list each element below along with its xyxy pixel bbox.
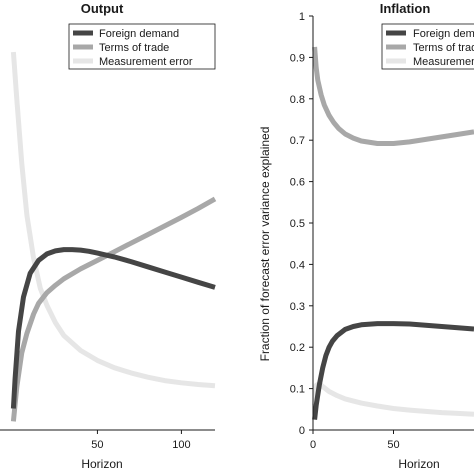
inflation-line-terms-of-trade <box>312 46 474 146</box>
inflation-legend: Foreign demand Terms of trade Measurement … <box>381 23 474 70</box>
inflation-panel-title: Inflation <box>380 1 431 16</box>
inflation-legend-label: Terms of trade <box>413 42 474 54</box>
output-legend-box <box>68 23 216 70</box>
output-panel-title: Output <box>81 1 124 16</box>
output-series-group <box>10 51 217 422</box>
output-legend-label: Foreign demand <box>99 28 179 40</box>
inflation-y-tick-label: 0 <box>299 425 305 437</box>
inflation-y-tick-label: 1 <box>299 11 305 23</box>
inflation-y-tick-label: 0.5 <box>290 218 305 230</box>
output-legend-label: Measurement error <box>99 56 193 68</box>
output-line-measurement-error <box>10 51 216 389</box>
inflation-series-group <box>312 46 474 420</box>
inflation-y-tick-label: 0.9 <box>290 52 305 64</box>
inflation-x-axis-label: Horizon <box>398 457 439 471</box>
inflation-panel: Inflation 00.10.20.30.40.50.60.70.80.91 … <box>258 1 474 471</box>
inflation-x-ticks: 0 50 <box>310 430 400 451</box>
inflation-x-tick-label: 0 <box>310 439 316 451</box>
inflation-y-ticks: 0 0.1 0.2 0.3 0.4 0.5 0.6 0.7 0.8 0.9 1 <box>290 11 313 437</box>
inflation-y-tick-label: 0.3 <box>290 301 305 313</box>
output-legend-label: Terms of trade <box>99 42 169 54</box>
inflation-y-tick-label: 0.4 <box>290 259 305 271</box>
output-panel: Output 50 100 Horizon Foreign demand Terms… <box>0 1 217 471</box>
output-x-tick-label: 50 <box>91 439 103 451</box>
inflation-y-tick-label: 0.1 <box>290 384 305 396</box>
output-line-foreign-demand <box>10 247 216 409</box>
inflation-legend-label: Measurement error <box>413 56 474 68</box>
inflation-y-tick-label: 0.6 <box>290 177 305 189</box>
inflation-y-tick-label: 0.2 <box>290 342 305 354</box>
output-legend-items: Foreign demand Terms of trade Measurement … <box>73 28 193 68</box>
inflation-legend-label: Foreign demand <box>413 28 474 40</box>
output-x-axis-label: Horizon <box>81 457 122 471</box>
inflation-y-tick-label: 0.8 <box>290 94 305 106</box>
inflation-x-tick-label: 50 <box>387 439 399 451</box>
output-x-ticks: 50 100 <box>91 430 191 451</box>
inflation-legend-items: Foreign demand Terms of trade Measurement … <box>386 28 474 68</box>
inflation-line-foreign-demand <box>312 321 474 420</box>
inflation-y-tick-label: 0.7 <box>290 135 305 147</box>
inflation-line-measurement-error <box>312 381 474 417</box>
output-x-tick-label: 100 <box>172 439 190 451</box>
output-legend: Foreign demand Terms of trade Measurement … <box>68 23 216 70</box>
output-line-terms-of-trade <box>10 196 217 422</box>
inflation-y-axis-label: Fraction of forecast error variance expl… <box>258 127 272 362</box>
